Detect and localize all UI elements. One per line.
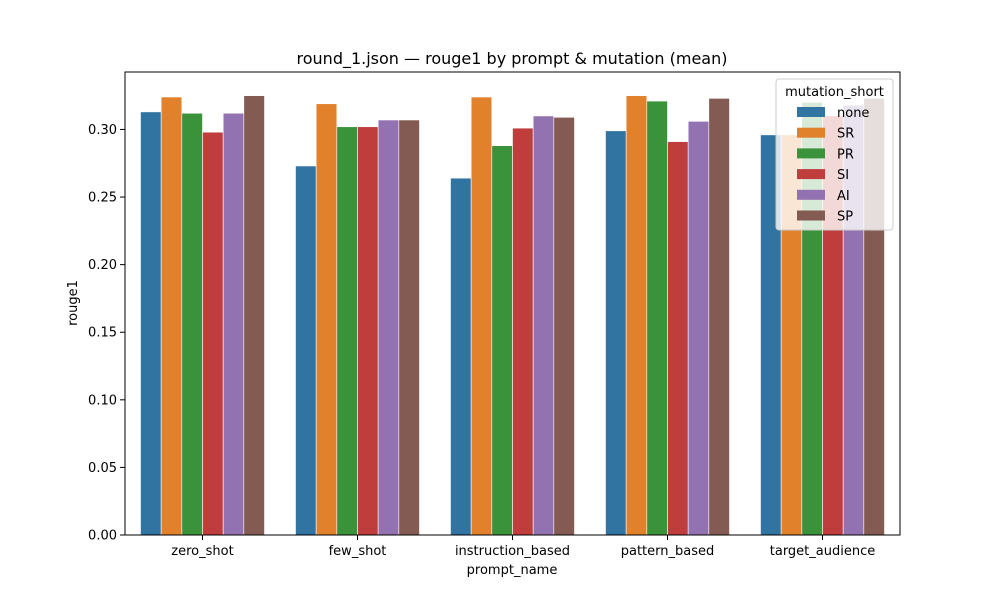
y-tick-label: 0.05 [88, 461, 117, 476]
legend-label-sp: SP [837, 210, 853, 225]
bar-si-few_shot [357, 126, 379, 536]
chart-title: round_1.json — rouge1 by prompt & mutati… [297, 49, 728, 69]
bar-pr-instruction_based [491, 145, 513, 536]
bar-sp-zero_shot [243, 95, 265, 536]
bar-none-instruction_based [450, 177, 472, 536]
bar-sp-pattern_based [708, 98, 730, 536]
bar-pr-zero_shot [181, 112, 203, 536]
legend-label-si: SI [837, 168, 849, 183]
x-tick-label: few_shot [329, 544, 387, 559]
legend-swatch-ai [797, 189, 825, 200]
legend-label-pr: PR [837, 147, 854, 162]
bar-sr-zero_shot [160, 96, 183, 536]
legend-swatch-si [797, 169, 825, 180]
legend-swatch-none [797, 107, 825, 117]
bar-ai-few_shot [377, 119, 400, 536]
bar-si-zero_shot [202, 131, 224, 536]
legend-label-sr: SR [837, 127, 854, 142]
y-tick-label: 0.00 [88, 529, 117, 544]
y-axis-label: rouge1 [66, 280, 81, 326]
bar-none-few_shot [295, 165, 317, 536]
x-tick-label: pattern_based [621, 544, 715, 559]
legend-box [775, 78, 894, 231]
bar-ai-zero_shot [222, 112, 245, 536]
bars-group [140, 95, 885, 536]
legend-swatch-pr [797, 148, 825, 159]
bar-sr-instruction_based [470, 96, 493, 536]
plot-frame [124, 71, 901, 536]
bar-si-instruction_based [512, 127, 534, 536]
bar-sp-few_shot [398, 119, 420, 536]
x-axis: zero_shot few_shot instruction_based patter… [171, 535, 875, 559]
bar-none-zero_shot [140, 111, 162, 536]
y-tick-label: 0.30 [88, 123, 117, 138]
bar-pr-few_shot [336, 126, 358, 536]
bar-none-pattern_based [605, 130, 627, 536]
legend-swatch-sr [797, 127, 825, 138]
bar-pr-pattern_based [646, 100, 668, 536]
legend-label-none: none [837, 106, 869, 121]
x-axis-label: prompt_name [467, 563, 558, 578]
legend-title: mutation_short [785, 85, 884, 100]
x-tick-label: zero_shot [171, 544, 233, 559]
x-tick-label: instruction_based [455, 544, 570, 559]
x-tick-label: target_audience [770, 544, 875, 559]
legend-label-ai: AI [837, 189, 850, 204]
bar-ai-instruction_based [532, 115, 555, 536]
y-tick-label: 0.25 [88, 191, 117, 206]
bar-sp-instruction_based [553, 116, 575, 536]
y-tick-label: 0.10 [88, 393, 117, 408]
bar-ai-pattern_based [687, 121, 710, 536]
bar-sr-few_shot [315, 103, 338, 536]
bar-si-pattern_based [667, 141, 689, 536]
legend-swatch-sp [797, 210, 825, 221]
bar-sr-pattern_based [625, 95, 648, 536]
y-tick-label: 0.15 [88, 326, 117, 341]
y-axis: 0.00 0.05 0.10 0.15 0.20 0.25 0.30 [88, 123, 125, 544]
y-tick-label: 0.20 [88, 258, 117, 273]
